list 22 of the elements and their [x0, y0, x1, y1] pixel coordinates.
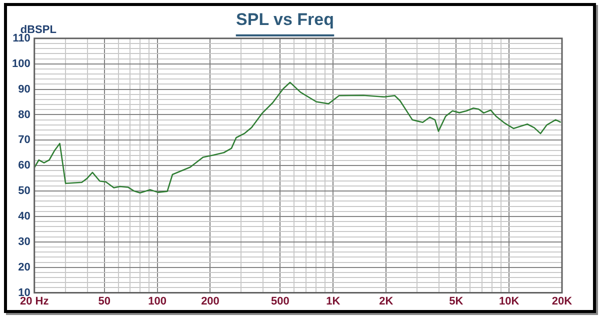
y-tick-label: 80	[18, 108, 30, 121]
y-tick-label: 100	[12, 58, 30, 70]
y-tick-label: 20	[18, 261, 30, 274]
x-tick-label: 50	[98, 295, 110, 308]
y-tick-label: 110	[12, 32, 30, 44]
x-tick-label: 1K	[326, 295, 340, 308]
x-tick-label: 2K	[379, 295, 394, 308]
y-tick-label: 50	[18, 185, 30, 198]
x-tick-label: 5K	[449, 295, 464, 308]
chart-title: SPL vs Freq	[236, 10, 334, 29]
y-tick-label: 90	[18, 83, 30, 96]
x-tick-label: 500	[271, 295, 290, 308]
x-tick-label: 100	[148, 295, 166, 308]
y-tick-label: 60	[18, 160, 30, 172]
x-tick-label: 20 Hz	[20, 295, 50, 308]
x-tick-label: 20K	[552, 295, 572, 308]
x-tick-label: 10K	[498, 295, 520, 308]
frame: SPL vs Freq 20 Hz 50 100 200 500 1K 2K 5K 10K 20K 10 20 30 40 50 60 70 80 90 100 110 dBSPL	[4, 3, 596, 313]
y-tick-label: 30	[18, 236, 30, 248]
x-tick-label: 200	[201, 295, 220, 308]
y-tick-label: 40	[18, 210, 30, 223]
y-tick-label: 70	[18, 134, 30, 146]
